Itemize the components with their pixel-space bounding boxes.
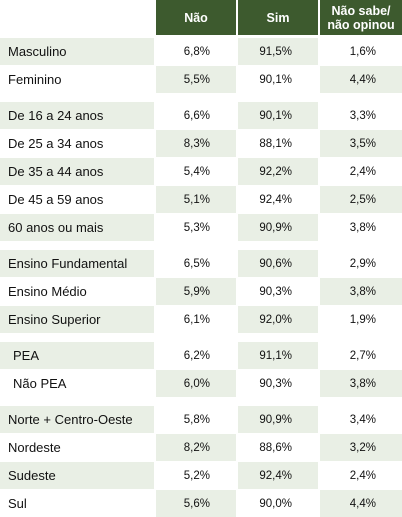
table-row: Feminino 5,5% 90,1% 4,4% <box>0 66 402 93</box>
row-label: De 25 a 34 anos <box>8 136 104 151</box>
row-label: Não PEA <box>13 376 67 391</box>
cell-nao: 5,9% <box>156 278 236 305</box>
row-label: Feminino <box>8 72 62 87</box>
row-label: De 16 a 24 anos <box>0 102 154 129</box>
cell-nao-sabe: 3,4% <box>349 413 376 426</box>
row-label: Ensino Fundamental <box>0 250 154 277</box>
cell-sim: 90,6% <box>238 250 318 277</box>
row-label: De 45 a 59 anos <box>8 192 104 207</box>
cell-nao: 6,0% <box>156 370 236 397</box>
row-label: PEA <box>0 342 154 369</box>
cell-nao: 5,4% <box>183 165 210 178</box>
cell-nao-sabe: 3,3% <box>349 109 376 122</box>
cell-sim: 90,9% <box>238 214 318 241</box>
cell-sim: 90,3% <box>259 285 292 298</box>
cell-sim: 91,1% <box>238 342 318 369</box>
table-row: Sul 5,6% 90,0% 4,4% <box>0 490 402 517</box>
table-row: Nordeste 8,2% 88,6% 3,2% <box>0 434 402 461</box>
table-row: Ensino Superior 6,1% 92,0% 1,9% <box>0 306 402 333</box>
cell-nao-sabe: 1,6% <box>349 45 376 58</box>
table-row: PEA 6,2% 91,1% 2,7% <box>0 342 402 369</box>
cell-nao-sabe: 4,4% <box>320 66 402 93</box>
cell-nao-sabe: 4,4% <box>320 490 402 517</box>
row-label: Ensino Superior <box>0 306 154 333</box>
cell-nao: 5,8% <box>183 413 210 426</box>
row-label: Sudeste <box>0 462 154 489</box>
row-label: Nordeste <box>8 440 61 455</box>
header-nao-sabe-line1: Não sabe/ <box>331 3 391 18</box>
row-label: 60 anos ou mais <box>0 214 154 241</box>
cell-sim: 90,3% <box>259 377 292 390</box>
cell-sim: 90,1% <box>238 102 318 129</box>
row-label: Norte + Centro-Oeste <box>0 406 154 433</box>
cell-sim: 92,0% <box>238 306 318 333</box>
cell-sim: 88,6% <box>259 441 292 454</box>
table-row: Não PEA 6,0% 90,3% 3,8% <box>0 370 402 397</box>
cell-sim: 90,1% <box>259 73 292 86</box>
cell-sim: 92,4% <box>259 193 292 206</box>
row-label: Masculino <box>0 38 154 65</box>
cell-nao-sabe: 2,5% <box>320 186 402 213</box>
cell-nao-sabe: 3,5% <box>320 130 402 157</box>
cell-nao-sabe: 3,8% <box>320 370 402 397</box>
cell-nao: 8,2% <box>156 434 236 461</box>
header-nao-sabe-line2: não opinou <box>327 17 395 32</box>
cell-nao-sabe: 2,4% <box>349 165 376 178</box>
cell-nao-sabe: 2,9% <box>349 257 376 270</box>
cell-sim: 92,2% <box>238 158 318 185</box>
cell-sim: 92,4% <box>238 462 318 489</box>
table-row: Ensino Fundamental 6,5% 90,6% 2,9% <box>0 250 402 277</box>
table-row: Sudeste 5,2% 92,4% 2,4% <box>0 462 402 489</box>
cell-nao: 5,3% <box>183 221 210 234</box>
cell-nao: 5,1% <box>156 186 236 213</box>
table-row: De 16 a 24 anos 6,6% 90,1% 3,3% <box>0 102 402 129</box>
cell-nao: 6,2% <box>183 349 210 362</box>
cell-sim: 90,9% <box>238 406 318 433</box>
cell-sim: 91,5% <box>238 38 318 65</box>
table-row: Masculino 6,8% 91,5% 1,6% <box>0 38 402 65</box>
cell-nao-sabe: 3,8% <box>349 221 376 234</box>
table-row: De 25 a 34 anos 8,3% 88,1% 3,5% <box>0 130 402 157</box>
cell-nao: 6,6% <box>183 109 210 122</box>
cell-nao-sabe: 2,7% <box>349 349 376 362</box>
table-row: Ensino Médio 5,9% 90,3% 3,8% <box>0 278 402 305</box>
header-sim: Sim <box>238 0 318 35</box>
cell-nao-sabe: 1,9% <box>349 313 376 326</box>
row-label: Sul <box>8 496 27 511</box>
table-row: De 45 a 59 anos 5,1% 92,4% 2,5% <box>0 186 402 213</box>
cell-sim: 90,0% <box>259 497 292 510</box>
cell-nao: 8,3% <box>156 130 236 157</box>
cell-nao-sabe: 2,4% <box>349 469 376 482</box>
header-nao-sabe: Não sabe/ não opinou <box>320 0 402 35</box>
row-label: De 35 a 44 anos <box>0 158 154 185</box>
table-row: Norte + Centro-Oeste 5,8% 90,9% 3,4% <box>0 406 402 433</box>
cell-nao-sabe: 3,2% <box>320 434 402 461</box>
cell-nao: 6,5% <box>183 257 210 270</box>
cell-sim: 88,1% <box>259 137 292 150</box>
cell-nao: 6,1% <box>183 313 210 326</box>
cell-nao: 6,8% <box>183 45 210 58</box>
cell-nao: 5,6% <box>156 490 236 517</box>
table-row: De 35 a 44 anos 5,4% 92,2% 2,4% <box>0 158 402 185</box>
header-nao: Não <box>156 0 236 35</box>
cell-nao-sabe: 3,8% <box>320 278 402 305</box>
table-row: 60 anos ou mais 5,3% 90,9% 3,8% <box>0 214 402 241</box>
cell-nao: 5,5% <box>156 66 236 93</box>
row-label: Ensino Médio <box>8 284 87 299</box>
cell-nao: 5,2% <box>183 469 210 482</box>
